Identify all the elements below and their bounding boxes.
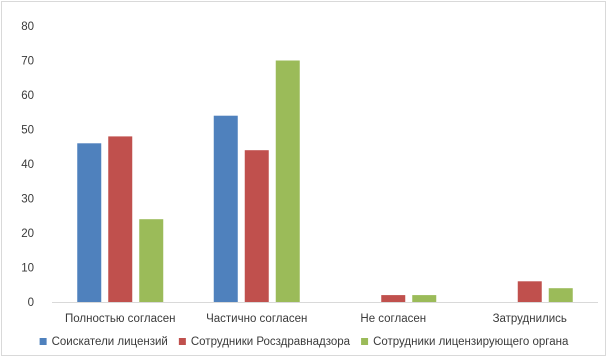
bar-3-4	[548, 288, 573, 302]
legend-swatch	[178, 338, 186, 345]
legend: Соискатели лицензий Сотрудники Росздравна…	[39, 336, 569, 348]
x-category-label: Частично согласен	[206, 313, 307, 325]
x-axis: Полностью согласен Частично согласен Не со…	[52, 302, 598, 325]
legend-item: Сотрудники Росздравнадзора	[178, 336, 351, 348]
bars	[77, 60, 573, 302]
y-tick-label: 40	[21, 159, 34, 171]
legend-item: Соискатели лицензий	[39, 336, 168, 348]
legend-label: Сотрудники Росздравнадзора	[191, 336, 351, 348]
x-category-label: Полностью согласен	[65, 313, 176, 325]
x-category-label: Затруднились	[493, 313, 567, 325]
y-tick-label: 70	[21, 56, 34, 68]
x-category-label: Не согласен	[360, 313, 426, 325]
y-tick-label: 10	[21, 263, 34, 275]
bar-2-4	[517, 281, 542, 302]
legend-swatch	[39, 338, 47, 345]
legend-item: Сотрудники лицензирующего органа	[361, 336, 569, 348]
bar-2-2	[244, 150, 269, 302]
y-tick-label: 20	[21, 228, 34, 240]
bar-2-1	[108, 136, 133, 302]
legend-swatch	[361, 338, 369, 345]
legend-label: Соискатели лицензий	[52, 336, 168, 348]
y-tick-label: 30	[21, 194, 34, 206]
bar-3-3	[412, 295, 437, 302]
bar-3-1	[139, 219, 164, 302]
bar-1-2	[213, 115, 238, 302]
bar-2-3	[381, 295, 406, 302]
y-tick-label: 60	[21, 90, 34, 102]
y-tick-label: 80	[21, 21, 34, 33]
bar-3-2	[275, 60, 300, 302]
legend-label: Сотрудники лицензирующего органа	[373, 336, 569, 348]
y-tick-label: 0	[28, 297, 34, 309]
y-axis: 0 10 20 30 40 50 60 70 80	[21, 21, 34, 309]
y-tick-label: 50	[21, 125, 34, 137]
bar-1-1	[77, 143, 102, 302]
